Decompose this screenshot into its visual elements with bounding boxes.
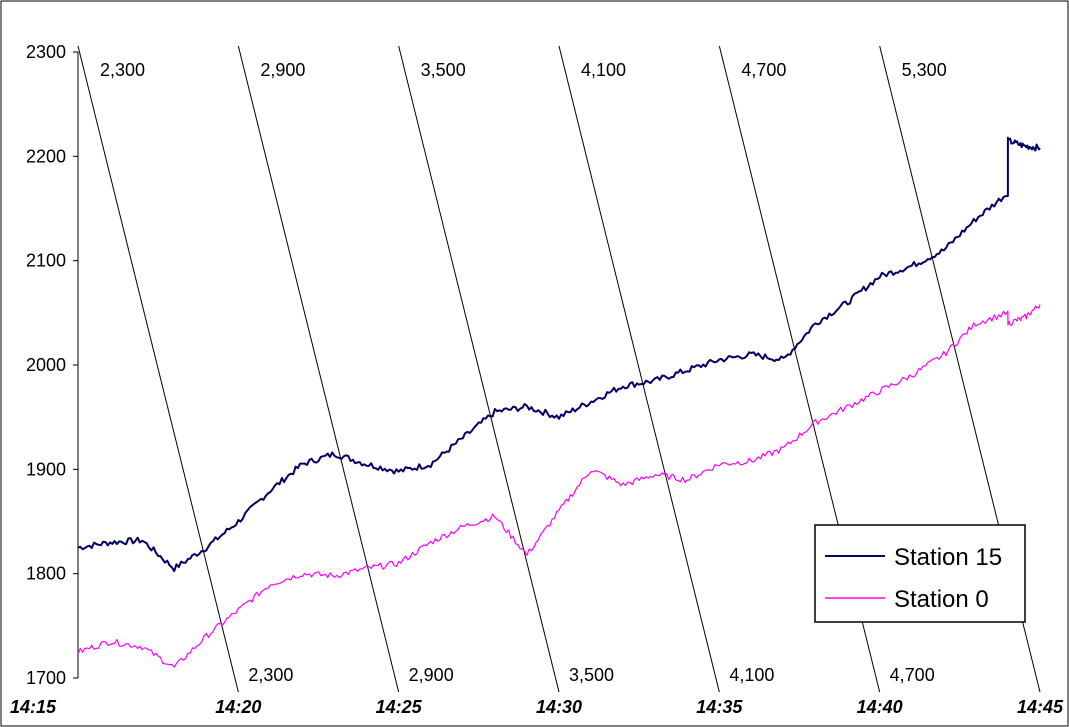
speed-line-top-label: 4,700 (741, 60, 786, 80)
x-tick-label: 14:40 (857, 697, 903, 717)
speed-line-bottom-label: 2,300 (248, 665, 293, 685)
speed-line-bottom-label: 2,900 (409, 665, 454, 685)
y-tick-label: 1900 (26, 459, 66, 479)
y-tick-label: 2300 (26, 42, 66, 62)
series-line-station-0 (77, 304, 1041, 668)
speed-line-top-label: 3,500 (421, 60, 466, 80)
legend-label-station-0: Station 0 (894, 586, 989, 613)
speed-line (77, 45, 239, 693)
y-tick-label: 1800 (26, 564, 66, 584)
legend-label-station-15: Station 15 (894, 544, 1002, 571)
speed-line-top-label: 4,100 (581, 60, 626, 80)
x-tick-label: 14:35 (696, 697, 743, 717)
legend: Station 15 Station 0 (814, 524, 1026, 623)
speed-line-bottom-label: 4,700 (890, 665, 935, 685)
y-tick-label: 1700 (26, 668, 66, 688)
x-tick-label: 14:45 (1017, 697, 1064, 717)
y-tick-label: 2000 (26, 355, 66, 375)
speed-line (558, 45, 720, 693)
x-tick-label: 14:20 (215, 697, 261, 717)
speed-line (398, 45, 560, 693)
legend-box (814, 524, 1026, 623)
speed-line-top-label: 2,300 (100, 60, 145, 80)
speed-line-top-label: 2,900 (260, 60, 305, 80)
series-line-station-15 (77, 136, 1041, 573)
speed-line-bottom-label: 3,500 (569, 665, 614, 685)
speed-line-top-label: 5,300 (902, 60, 947, 80)
y-tick-label: 2200 (26, 146, 66, 166)
speed-line (237, 45, 400, 693)
x-tick-label: 14:25 (376, 697, 423, 717)
x-tick-label: 14:15 (10, 697, 57, 717)
x-tick-label: 14:30 (536, 697, 582, 717)
speed-line-bottom-label: 4,100 (729, 665, 774, 685)
y-tick-label: 2100 (26, 251, 66, 271)
